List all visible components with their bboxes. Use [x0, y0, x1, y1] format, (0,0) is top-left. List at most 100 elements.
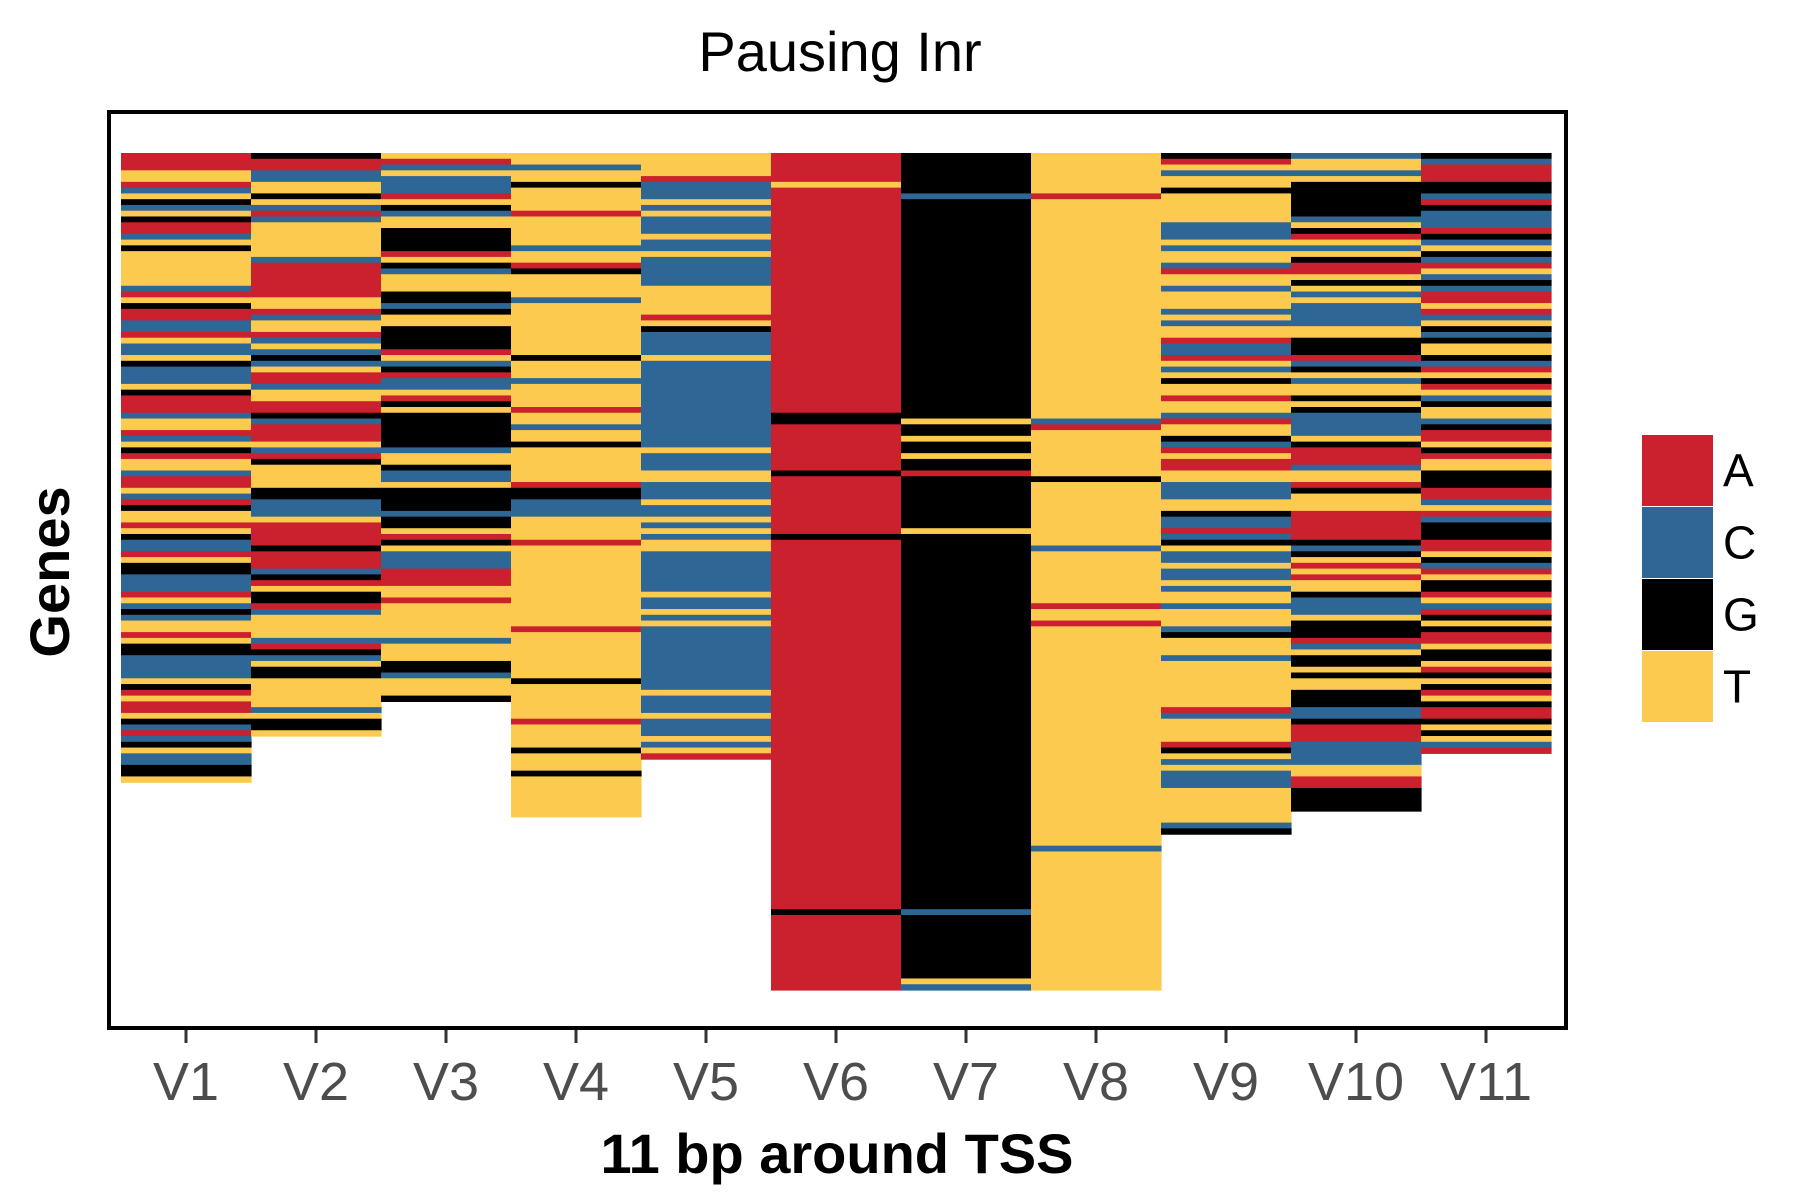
- heatmap-cell: [771, 153, 902, 183]
- heatmap-cell: [121, 418, 252, 431]
- heatmap-cell: [1291, 245, 1422, 252]
- heatmap-cell: [381, 262, 512, 270]
- x-tick-label: V10: [1308, 1052, 1404, 1112]
- heatmap-cell: [511, 268, 642, 275]
- heatmap-cell: [1421, 378, 1552, 385]
- heatmap-cell: [771, 909, 902, 916]
- heatmap-cell: [121, 753, 252, 766]
- heatmap-cell: [251, 649, 382, 656]
- heatmap-cell: [1161, 770, 1292, 789]
- heatmap-cell: [381, 533, 512, 541]
- heatmap-cell: [511, 626, 642, 633]
- heatmap-cell: [511, 724, 642, 749]
- heatmap-cell: [251, 603, 382, 610]
- heatmap-column-v2: [251, 153, 382, 737]
- heatmap-column-v1: [121, 153, 252, 783]
- heatmap-cell: [1161, 170, 1292, 177]
- heatmap-cell: [1161, 545, 1292, 552]
- heatmap-cell: [1161, 360, 1292, 368]
- heatmap-column-v3: [381, 153, 512, 702]
- x-axis-title: 11 bp around TSS: [601, 1122, 1074, 1185]
- heatmap-cell: [121, 453, 252, 460]
- heatmap-cell: [1161, 424, 1292, 437]
- heatmap-column-v10: [1291, 153, 1422, 812]
- heatmap-cell: [1421, 620, 1552, 627]
- heatmap-cell: [1161, 499, 1292, 512]
- heatmap-cell: [1161, 268, 1292, 275]
- heatmap-cell: [121, 730, 252, 737]
- heatmap-cell: [381, 597, 512, 604]
- heatmap-cell: [1161, 447, 1292, 454]
- heatmap-cell: [1291, 580, 1422, 593]
- heatmap-cell: [901, 914, 1032, 980]
- heatmap-cell: [381, 401, 512, 408]
- legend-key-c: [1642, 507, 1713, 578]
- heatmap-cell: [381, 268, 512, 275]
- heatmap-cell: [121, 308, 252, 321]
- heatmap-cell: [1161, 707, 1292, 714]
- heatmap-cell: [1291, 643, 1422, 651]
- heatmap-cell: [1291, 724, 1422, 743]
- heatmap-cell: [511, 718, 642, 726]
- legend-label-t: T: [1723, 661, 1751, 713]
- heatmap-cell: [251, 499, 382, 518]
- heatmap-cell: [1421, 372, 1552, 379]
- heatmap-cell: [1421, 343, 1552, 356]
- heatmap-cell: [1161, 153, 1292, 160]
- heatmap-cell: [1421, 568, 1552, 575]
- heatmap-cell: [641, 551, 772, 593]
- heatmap-cell: [1421, 285, 1552, 293]
- heatmap-cell: [251, 730, 382, 737]
- legend-key-g: [1642, 579, 1713, 650]
- heatmap-cell: [251, 591, 382, 604]
- heatmap-cell: [1291, 383, 1422, 397]
- heatmap-cell: [251, 637, 382, 645]
- heatmap-cell: [251, 568, 382, 575]
- heatmap-cell: [251, 193, 382, 200]
- heatmap-cell: [1161, 626, 1292, 633]
- heatmap-cell: [381, 545, 512, 552]
- heatmap-cell: [121, 557, 252, 564]
- heatmap-cell: [1421, 499, 1552, 506]
- heatmap-cell: [251, 718, 382, 731]
- heatmap-cell: [121, 678, 252, 685]
- heatmap-cell: [1161, 591, 1292, 604]
- heatmap-cell: [381, 412, 512, 448]
- heatmap-cell: [381, 303, 512, 310]
- heatmap-cell: [641, 614, 772, 622]
- heatmap-cell: [641, 470, 772, 483]
- heatmap-cell: [381, 251, 512, 258]
- heatmap-cell: [1421, 395, 1552, 402]
- heatmap-cell: [1161, 372, 1292, 379]
- heatmap-cell: [901, 978, 1032, 985]
- heatmap-cell: [1291, 435, 1422, 443]
- heatmap-cell: [641, 539, 772, 552]
- heatmap-cell: [1421, 695, 1552, 702]
- y-axis-title: Genes: [18, 486, 81, 657]
- heatmap-cell: [121, 562, 252, 575]
- heatmap-cell: [121, 689, 252, 697]
- heatmap-cell: [1421, 724, 1552, 731]
- heatmap-cell: [251, 337, 382, 345]
- heatmap-cell: [121, 360, 252, 368]
- heatmap-cell: [1161, 759, 1292, 766]
- heatmap-cell: [381, 406, 512, 414]
- heatmap-cell: [641, 239, 772, 252]
- heatmap-cell: [381, 395, 512, 402]
- heatmap-cell: [1421, 360, 1552, 368]
- heatmap-cell: [511, 770, 642, 778]
- heatmap-cell: [1291, 372, 1422, 379]
- heatmap-cell: [1161, 482, 1292, 500]
- heatmap-cell: [511, 187, 642, 212]
- heatmap-cell: [121, 343, 252, 356]
- heatmap-cell: [1291, 153, 1422, 160]
- heatmap-cell: [1421, 279, 1552, 287]
- heatmap-cell: [1161, 632, 1292, 639]
- heatmap-cell: [381, 585, 512, 599]
- heatmap-cell: [251, 372, 382, 385]
- heatmap-cell: [641, 210, 772, 218]
- heatmap-cell: [901, 441, 1032, 454]
- heatmap-cell: [511, 753, 642, 772]
- legend-label-c: C: [1723, 517, 1756, 569]
